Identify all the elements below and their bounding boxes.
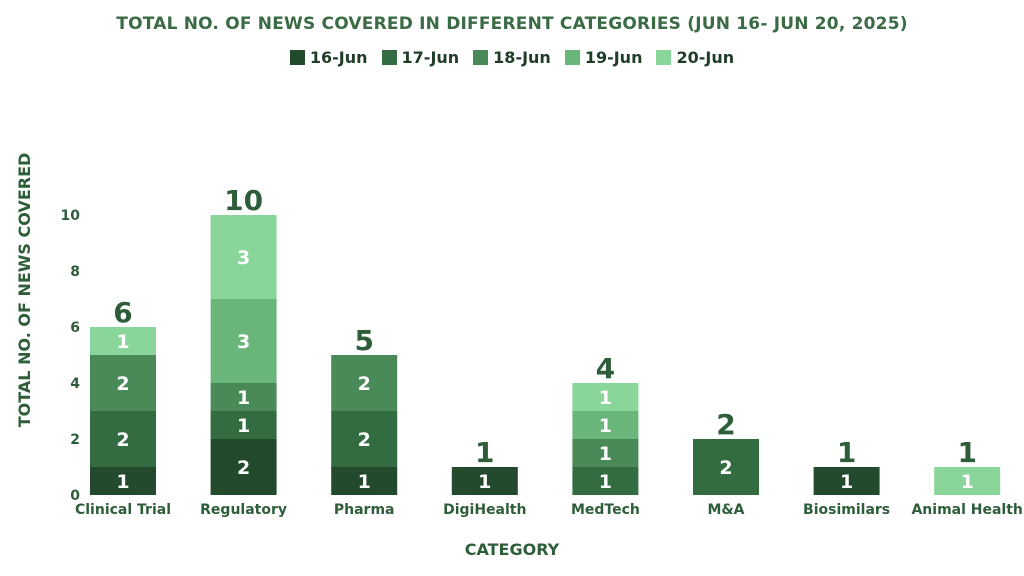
bar-segment	[90, 327, 156, 355]
segment-label: 2	[719, 457, 732, 479]
segment-label: 1	[358, 471, 371, 493]
bar-total-label: 10	[224, 184, 263, 217]
segment-label: 1	[478, 471, 491, 493]
bar-group: 1 2 2	[331, 355, 398, 495]
x-tick-label: Animal Health	[911, 502, 1022, 518]
segment-label: 1	[961, 471, 974, 493]
x-tick-label: M&A	[708, 502, 745, 518]
legend-swatch	[473, 50, 489, 65]
bar-segment	[331, 411, 398, 467]
legend-swatch	[289, 50, 305, 65]
legend-label: 16-Jun	[309, 48, 368, 67]
bar-group: 2 1 1 3 3	[210, 215, 277, 495]
x-tick-label: Clinical Trial	[75, 502, 171, 518]
bar-segment	[90, 411, 156, 467]
segment-label: 1	[840, 471, 853, 493]
legend-swatch	[656, 50, 672, 65]
bar-group: 1 2 2 1	[90, 327, 156, 495]
y-tick-label: 0	[70, 488, 80, 504]
y-tick-label: 6	[70, 320, 80, 336]
x-tick-label: Regulatory	[200, 502, 287, 518]
segment-label: 2	[358, 373, 371, 395]
bar-group: 1	[813, 467, 880, 495]
segment-label: 1	[237, 415, 250, 437]
bar-segment	[210, 299, 277, 383]
segment-label: 2	[237, 457, 250, 479]
chart-legend: 16-Jun 17-Jun 18-Jun 19-Jun 20-Jun	[0, 48, 1024, 67]
y-tick-label: 2	[70, 432, 80, 448]
x-axis-label: CATEGORY	[465, 540, 560, 559]
segment-label: 1	[116, 331, 129, 353]
bar-segment	[572, 383, 639, 411]
segment-label: 1	[599, 387, 612, 409]
x-tick-label: Pharma	[334, 502, 395, 518]
bar-segment	[331, 355, 398, 411]
chart-title: TOTAL NO. OF NEWS COVERED IN DIFFERENT C…	[116, 14, 908, 34]
y-tick-label: 10	[61, 208, 81, 224]
legend-label: 19-Jun	[584, 48, 643, 67]
segment-label: 2	[358, 429, 371, 451]
legend-swatch	[381, 50, 397, 65]
bar-segment	[210, 439, 277, 495]
bar-segment	[210, 383, 277, 411]
x-tick-label: DigiHealth	[443, 502, 526, 518]
bar-segment	[210, 215, 277, 299]
bar-segment	[572, 467, 639, 495]
bar-segment	[572, 411, 639, 439]
y-tick-label: 4	[70, 376, 80, 392]
legend-swatch	[564, 50, 580, 65]
segment-label: 2	[116, 373, 129, 395]
bar-segment	[90, 355, 156, 411]
legend-item-16-jun: 16-Jun	[289, 48, 368, 67]
segment-label: 2	[116, 429, 129, 451]
bar-total-label: 1	[475, 436, 494, 469]
segment-label: 3	[237, 331, 250, 353]
bar-segment	[331, 467, 398, 495]
x-tick-label: Biosimilars	[803, 502, 890, 518]
segment-label: 1	[116, 471, 129, 493]
y-axis-label: TOTAL NO. OF NEWS COVERED	[15, 153, 34, 428]
bar-segment	[90, 467, 156, 495]
bar-total-label: 1	[837, 436, 856, 469]
bar-group: 1 1 1 1	[572, 383, 639, 495]
bar-segment	[572, 439, 639, 467]
bar-segment	[934, 467, 1001, 495]
bar-group: 2	[693, 439, 759, 495]
y-tick-label: 8	[70, 264, 80, 280]
legend-item-19-jun: 19-Jun	[564, 48, 643, 67]
segment-label: 1	[599, 471, 612, 493]
segment-label: 3	[237, 247, 250, 269]
legend-label: 17-Jun	[401, 48, 460, 67]
legend-label: 18-Jun	[493, 48, 551, 67]
segment-label: 1	[599, 415, 612, 437]
bar-total-label: 2	[716, 408, 735, 441]
bar-group: 1	[451, 467, 518, 495]
segment-label: 1	[599, 443, 612, 465]
bar-segment	[813, 467, 880, 495]
bar-total-label: 4	[596, 352, 615, 385]
x-tick-label: MedTech	[571, 502, 640, 518]
legend-item-18-jun: 18-Jun	[473, 48, 551, 67]
bar-segment	[210, 411, 277, 439]
bar-segment	[451, 467, 518, 495]
bar-total-label: 1	[957, 436, 976, 469]
bar-segment	[693, 439, 759, 495]
segment-label: 1	[237, 387, 250, 409]
bar-total-label: 5	[354, 324, 373, 357]
bar-total-label: 6	[113, 296, 132, 329]
bar-group: 1	[934, 467, 1001, 495]
legend-label: 20-Jun	[676, 48, 735, 67]
legend-item-17-jun: 17-Jun	[381, 48, 460, 67]
legend-item-20-jun: 20-Jun	[656, 48, 734, 67]
